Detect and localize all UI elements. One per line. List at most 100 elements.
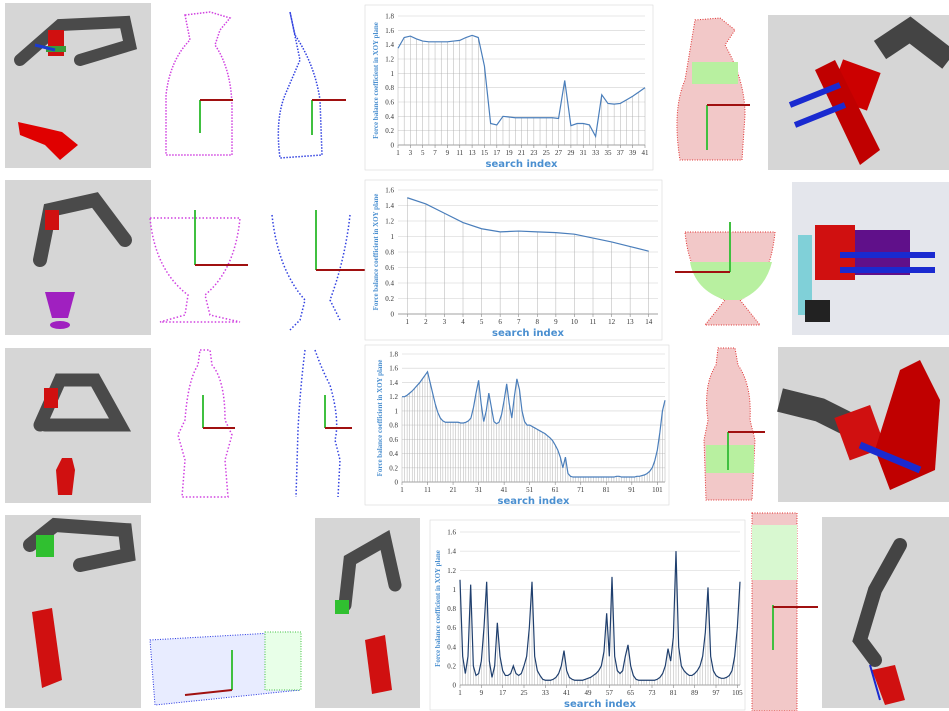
y-axis-label: Force balance coefficient in XOY plane: [376, 360, 384, 477]
x-tick-label: 13: [469, 149, 477, 157]
y-tick-label: 0.6: [385, 99, 394, 107]
line-chart: 0 0.2 0.4 0.6 0.8 1 1.2 1.4 1.6 1 9 17 25 33 41 49 57 65 7…: [429, 519, 746, 711]
x-tick-label: 11: [424, 486, 431, 494]
x-tick-label: 17: [493, 149, 501, 157]
y-tick-label: 1.4: [385, 41, 394, 49]
x-tick-label: 11: [590, 318, 597, 326]
x-tick-label: 71: [577, 486, 585, 494]
y-axis-label: Force balance coefficient in XOY plane: [372, 194, 380, 311]
y-tick-label: 0: [391, 311, 395, 319]
x-tick-label: 9: [480, 689, 484, 697]
y-tick-label: 0.2: [385, 295, 394, 303]
data-line: [402, 370, 666, 478]
x-tick-label: 1: [400, 486, 404, 494]
scene-images: [5, 347, 949, 503]
x-tick-label: 73: [649, 689, 657, 697]
y-tick-label: 0: [395, 479, 399, 487]
line-chart: 00.20.40.60.811.21.41.61 2 3 4 5 6 7 8 9 10 11 12 13…: [364, 179, 663, 341]
chart-frame: [364, 179, 663, 341]
y-tick-label: 0.8: [385, 84, 394, 92]
x-tick-label: 35: [604, 149, 612, 157]
y-tick-label: 1.4: [385, 202, 394, 210]
x-tick-label: 17: [499, 689, 507, 697]
x-tick-label: 41: [563, 689, 571, 697]
x-tick-label: 61: [552, 486, 560, 494]
x-tick-label: 97: [713, 689, 721, 697]
x-tick-label: 41: [642, 149, 650, 157]
y-tick-label: 0: [453, 682, 457, 690]
x-tick-label: 2: [424, 318, 428, 326]
scene-images: [5, 512, 949, 711]
y-tick-label: 0.8: [385, 249, 394, 257]
data-line: [459, 551, 741, 681]
y-tick-label: 1.8: [385, 13, 394, 21]
y-tick-label: 1.8: [389, 351, 398, 359]
x-tick-label: 65: [627, 689, 635, 697]
x-tick-label: 29: [567, 149, 575, 157]
data-line: [397, 34, 646, 139]
x-tick-label: 25: [521, 689, 529, 697]
x-tick-label: 9: [446, 149, 450, 157]
y-tick-label: 1.2: [385, 56, 394, 64]
y-tick-label: 0.6: [385, 264, 394, 272]
y-tick-label: 1.4: [447, 548, 456, 556]
y-tick-label: 0.6: [447, 624, 456, 632]
x-tick-label: 89: [691, 689, 699, 697]
y-tick-label: 0: [391, 142, 395, 150]
y-tick-label: 1.4: [389, 379, 398, 387]
x-tick-label: 1: [406, 318, 410, 326]
x-tick-label: 3: [443, 318, 447, 326]
x-tick-label: 1: [396, 149, 400, 157]
x-tick-label: 21: [518, 149, 526, 157]
x-tick-label: 81: [603, 486, 611, 494]
x-tick-label: 27: [555, 149, 563, 157]
y-tick-label: 1: [395, 407, 399, 415]
scene-images: [5, 180, 949, 335]
x-tick-label: 6: [498, 318, 502, 326]
y-tick-label: 1: [391, 233, 395, 241]
y-tick-label: 0.6: [389, 436, 398, 444]
x-tick-label: 21: [450, 486, 458, 494]
y-tick-label: 0.8: [389, 422, 398, 430]
x-tick-label: 15: [481, 149, 489, 157]
y-tick-label: 0.2: [385, 127, 394, 135]
line-chart: 00.20.40.60.811.21.41.61.81 11 21 31 41 51 61 7…: [364, 344, 670, 507]
scene-images: [5, 3, 949, 170]
y-tick-label: 1.6: [385, 27, 394, 35]
y-tick-label: 1.6: [389, 365, 398, 373]
x-tick-label: 81: [670, 689, 678, 697]
x-tick-label: 105: [732, 689, 743, 697]
x-tick-label: 4: [461, 318, 465, 326]
x-axis-label: search index: [492, 328, 564, 339]
x-axis-label: search index: [486, 159, 558, 170]
x-tick-label: 12: [608, 318, 616, 326]
x-tick-label: 31: [580, 149, 588, 157]
charts: 00.20.40.60.811.21.41.61.81 3 5 7 9 11 13 15 17 1…: [364, 4, 746, 711]
x-axis-label: search index: [498, 496, 570, 507]
y-tick-label: 0.4: [389, 450, 398, 458]
x-tick-label: 19: [506, 149, 514, 157]
y-tick-label: 1: [391, 70, 395, 78]
x-tick-label: 31: [475, 486, 483, 494]
x-tick-label: 7: [517, 318, 521, 326]
x-tick-label: 14: [645, 318, 653, 326]
y-tick-label: 1.6: [385, 187, 394, 195]
x-tick-label: 23: [530, 149, 538, 157]
x-tick-label: 1: [458, 689, 462, 697]
y-tick-label: 0.8: [447, 605, 456, 613]
line-chart: 0 0.2 0.4 0.6 0.8 1 1.2 1.4 1.6 1.8 1 3 5 7 9 11 13 15 17 1…: [364, 4, 654, 171]
y-tick-label: 1.2: [447, 567, 456, 575]
x-tick-label: 33: [542, 689, 550, 697]
x-tick-label: 41: [501, 486, 509, 494]
x-tick-label: 11: [456, 149, 463, 157]
x-tick-label: 25: [543, 149, 551, 157]
chart-frame: [429, 519, 746, 711]
y-tick-label: 1.2: [385, 218, 394, 226]
x-tick-label: 7: [433, 149, 437, 157]
x-tick-label: 49: [585, 689, 593, 697]
y-tick-label: 0.4: [385, 113, 394, 121]
y-tick-label: 1.6: [447, 529, 456, 537]
x-tick-label: 101: [652, 486, 663, 494]
y-tick-label: 0.4: [447, 643, 456, 651]
